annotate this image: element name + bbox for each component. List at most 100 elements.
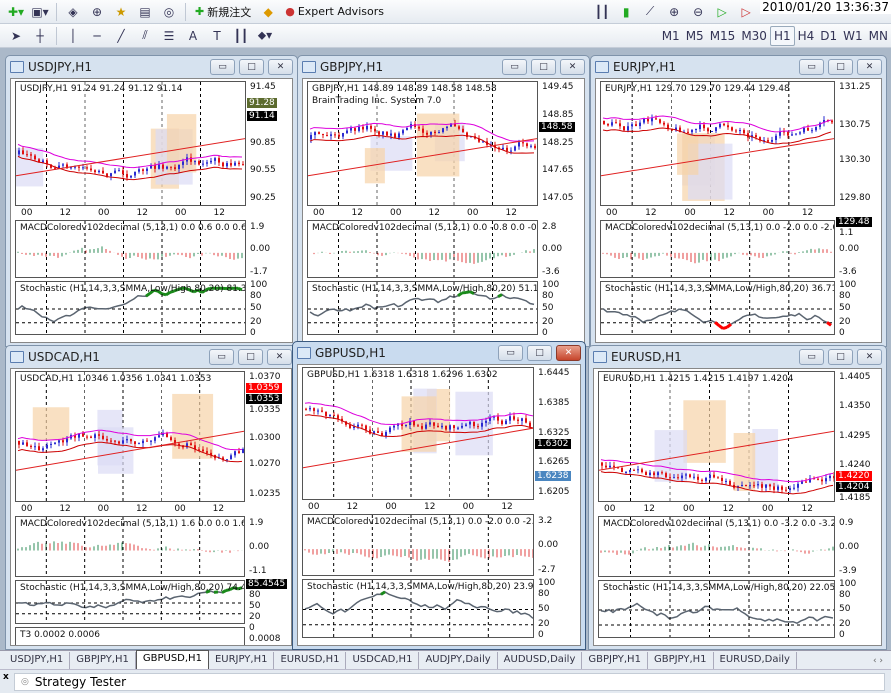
price-pane[interactable]: GBPJPY,H1 148.89 148.89 148.58 148.58 Bra… — [307, 81, 538, 206]
close-icon[interactable]: x — [3, 672, 9, 682]
autoscroll-icon[interactable]: ▷ — [717, 4, 727, 19]
fibonacci-icon[interactable]: ☰ — [163, 28, 175, 43]
new-order-button[interactable]: ✚ 新規注文 — [192, 2, 254, 22]
minimize-button[interactable]: ▭ — [799, 349, 824, 365]
chart-tab[interactable]: AUDJPY,Daily — [419, 652, 498, 669]
navigator-icon[interactable]: ★ — [115, 4, 127, 19]
timeframe-m5[interactable]: M5 — [685, 28, 704, 43]
timeframe-w1[interactable]: W1 — [843, 28, 863, 43]
chart-canvas[interactable]: GBPJPY,H1 148.89 148.89 148.58 148.58 Bra… — [302, 78, 585, 343]
stochastic-pane[interactable]: Stochastic (H1,14,3,3,SMMA,Low/High,80,2… — [302, 579, 534, 638]
chart-tab[interactable]: AUDUSD,Daily — [498, 652, 583, 669]
timeframe-mn[interactable]: MN — [868, 28, 888, 43]
minimize-button[interactable]: ▭ — [799, 59, 824, 75]
stochastic-pane[interactable]: Stochastic (H1,14,3,3,SMMA,Low/High,80,2… — [598, 580, 835, 638]
timeframe-m30[interactable]: M30 — [741, 28, 767, 43]
market-watch-icon[interactable]: ◈ — [68, 4, 78, 19]
text-icon[interactable]: A — [188, 28, 198, 43]
timeframe-d1[interactable]: D1 — [820, 28, 838, 43]
arrows-icon[interactable]: ⬥▾ — [257, 28, 273, 42]
chart-tab[interactable]: EURJPY,H1 — [209, 652, 275, 669]
minimize-button[interactable]: ▭ — [502, 59, 527, 75]
maximize-button[interactable]: □ — [527, 345, 552, 361]
close-button[interactable]: ✕ — [857, 59, 882, 75]
stochastic-pane[interactable]: Stochastic (H1,14,3,3,SMMA,Low/High,80,2… — [600, 281, 835, 335]
zoom-out-icon[interactable]: ⊖ — [693, 4, 704, 19]
crosshair-nav-icon[interactable]: ⊕ — [91, 4, 103, 19]
horizontal-line-icon[interactable]: ─ — [93, 28, 101, 43]
strategy-tester-tab[interactable]: ◎ Strategy Tester — [14, 673, 885, 691]
macd-pane[interactable]: MACDColoredv102decimal (5,13,1) 1.6 0.0 … — [15, 516, 245, 577]
timeframe-h1[interactable]: H1 — [769, 25, 795, 46]
timeframe-m15[interactable]: M15 — [709, 28, 736, 43]
crosshair-icon[interactable]: ┼ — [36, 28, 44, 43]
maximize-button[interactable]: □ — [828, 59, 853, 75]
cursor-icon[interactable]: ➤ — [10, 28, 22, 43]
chart-shift-icon[interactable]: ▷ — [741, 4, 751, 19]
close-button[interactable]: ✕ — [560, 59, 585, 75]
bar-chart-icon[interactable]: ┃┃ — [594, 4, 610, 19]
maximize-button[interactable]: □ — [531, 59, 556, 75]
line-chart-icon[interactable]: ⟋ — [645, 4, 655, 18]
chart-tab[interactable]: USDCAD,H1 — [346, 652, 420, 669]
price-pane[interactable]: EURJPY,H1 129.70 129.70 129.44 129.48 — [600, 81, 835, 206]
close-button[interactable]: ✕ — [268, 59, 293, 75]
minimize-button[interactable]: ▭ — [498, 345, 523, 361]
vertical-line-icon[interactable]: │ — [69, 28, 77, 43]
period-separator-icon[interactable]: ┃┃ — [233, 28, 249, 43]
chart-tab[interactable]: GBPJPY,H1 — [70, 652, 136, 669]
alert-icon[interactable]: ◆ — [263, 4, 273, 19]
window-titlebar[interactable]: USDJPY,H1 ▭ □ ✕ — [10, 56, 293, 78]
profiles-icon[interactable]: ▣▾ — [31, 4, 49, 19]
macd-pane[interactable]: MACDColoredv102decimal (5,13,1) 0.0 -2.0… — [600, 220, 835, 278]
trendline-icon[interactable]: ╱ — [117, 28, 125, 43]
chart-tab[interactable]: GBPJPY,H1 — [648, 652, 714, 669]
chart-tab[interactable]: GBPJPY,H1 — [582, 652, 648, 669]
window-titlebar[interactable]: EURJPY,H1 ▭ □ ✕ — [595, 56, 882, 78]
zoom-in-icon[interactable]: ⊕ — [669, 4, 680, 19]
terminal-icon[interactable]: ▤ — [139, 4, 151, 19]
chart-tab[interactable]: USDJPY,H1 — [4, 652, 71, 669]
chart-window[interactable]: EURUSD,H1 ▭ □ ✕ EURUSD,H1 1.4215 1.4215 1.41… — [588, 345, 887, 650]
macd-pane[interactable]: MACDColoredv102decimal (5,13,1) 0.0 -2.0… — [302, 514, 534, 576]
chart-canvas[interactable]: EURUSD,H1 1.4215 1.4215 1.4197 1.4204 1.4… — [593, 368, 882, 646]
text-label-icon[interactable]: T — [213, 28, 221, 43]
chart-canvas[interactable]: USDCAD,H1 1.0346 1.0356 1.0341 1.0353 1.0… — [10, 368, 292, 646]
window-titlebar[interactable]: USDCAD,H1 ▭ □ ✕ — [10, 346, 292, 368]
chart-window[interactable]: EURJPY,H1 ▭ □ ✕ EURJPY,H1 129.70 129.70 129.… — [590, 55, 887, 347]
macd-pane[interactable]: MACDColoredv102decimal (5,13,1) 0.0 -3.2… — [598, 516, 835, 577]
window-titlebar[interactable]: EURUSD,H1 ▭ □ ✕ — [593, 346, 882, 368]
close-button[interactable]: ✕ — [556, 345, 581, 361]
chart-canvas[interactable]: EURJPY,H1 129.70 129.70 129.44 129.48 131… — [595, 78, 882, 343]
window-titlebar[interactable]: GBPJPY,H1 ▭ □ ✕ — [302, 56, 585, 78]
minimize-button[interactable]: ▭ — [209, 349, 234, 365]
close-button[interactable]: ✕ — [267, 349, 292, 365]
timeframe-h4[interactable]: H4 — [797, 28, 815, 43]
chart-canvas[interactable]: GBPUSD,H1 1.6318 1.6318 1.6296 1.6302 1.6… — [297, 364, 581, 646]
maximize-button[interactable]: □ — [828, 349, 853, 365]
chart-window[interactable]: GBPUSD,H1 ▭ □ ✕ GBPUSD,H1 1.6318 1.6318 1.62… — [292, 341, 586, 650]
window-titlebar[interactable]: GBPUSD,H1 ▭ □ ✕ — [297, 342, 581, 364]
macd-pane[interactable]: MACDColoredv102decimal (5,13,1) 0.0 0.6 … — [15, 220, 246, 278]
stochastic-pane[interactable]: Stochastic (H1,14,3,3,SMMA,Low/High,80,2… — [15, 281, 246, 335]
chart-tab[interactable]: GBPUSD,H1 — [135, 650, 209, 669]
minimize-button[interactable]: ▭ — [210, 59, 235, 75]
candlestick-icon[interactable]: ▮ — [622, 4, 630, 19]
close-button[interactable]: ✕ — [857, 349, 882, 365]
maximize-button[interactable]: □ — [238, 349, 263, 365]
chart-window[interactable]: USDJPY,H1 ▭ □ ✕ USDJPY,H1 91.24 91.24 91.12 … — [5, 55, 298, 347]
stochastic-pane[interactable]: Stochastic (H1,14,3,3,SMMA,Low/High,80,2… — [15, 580, 245, 624]
price-pane[interactable]: USDCAD,H1 1.0346 1.0356 1.0341 1.0353 — [15, 371, 245, 502]
macd-pane[interactable]: MACDColoredv102decimal (5,13,1) 0.0 -0.8… — [307, 220, 538, 278]
equidistant-channel-icon[interactable]: ⫽ — [142, 28, 148, 42]
price-pane[interactable]: USDJPY,H1 91.24 91.24 91.12 91.14 — [15, 81, 246, 206]
chart-tab[interactable]: EURUSD,Daily — [714, 652, 797, 669]
expert-advisors-button[interactable]: ● Expert Advisors — [282, 2, 387, 22]
chart-canvas[interactable]: USDJPY,H1 91.24 91.24 91.12 91.14 91.45 90… — [10, 78, 293, 343]
tester-icon[interactable]: ◎ — [163, 4, 175, 19]
timeframe-m1[interactable]: M1 — [661, 28, 680, 43]
tab-scroll-arrows[interactable]: ‹ › — [872, 656, 883, 666]
stochastic-pane[interactable]: Stochastic (H1,14,3,3,SMMA,Low/High,80,2… — [307, 281, 538, 335]
chart-window[interactable]: GBPJPY,H1 ▭ □ ✕ GBPJPY,H1 148.89 148.89 148.… — [297, 55, 590, 347]
maximize-button[interactable]: □ — [239, 59, 264, 75]
